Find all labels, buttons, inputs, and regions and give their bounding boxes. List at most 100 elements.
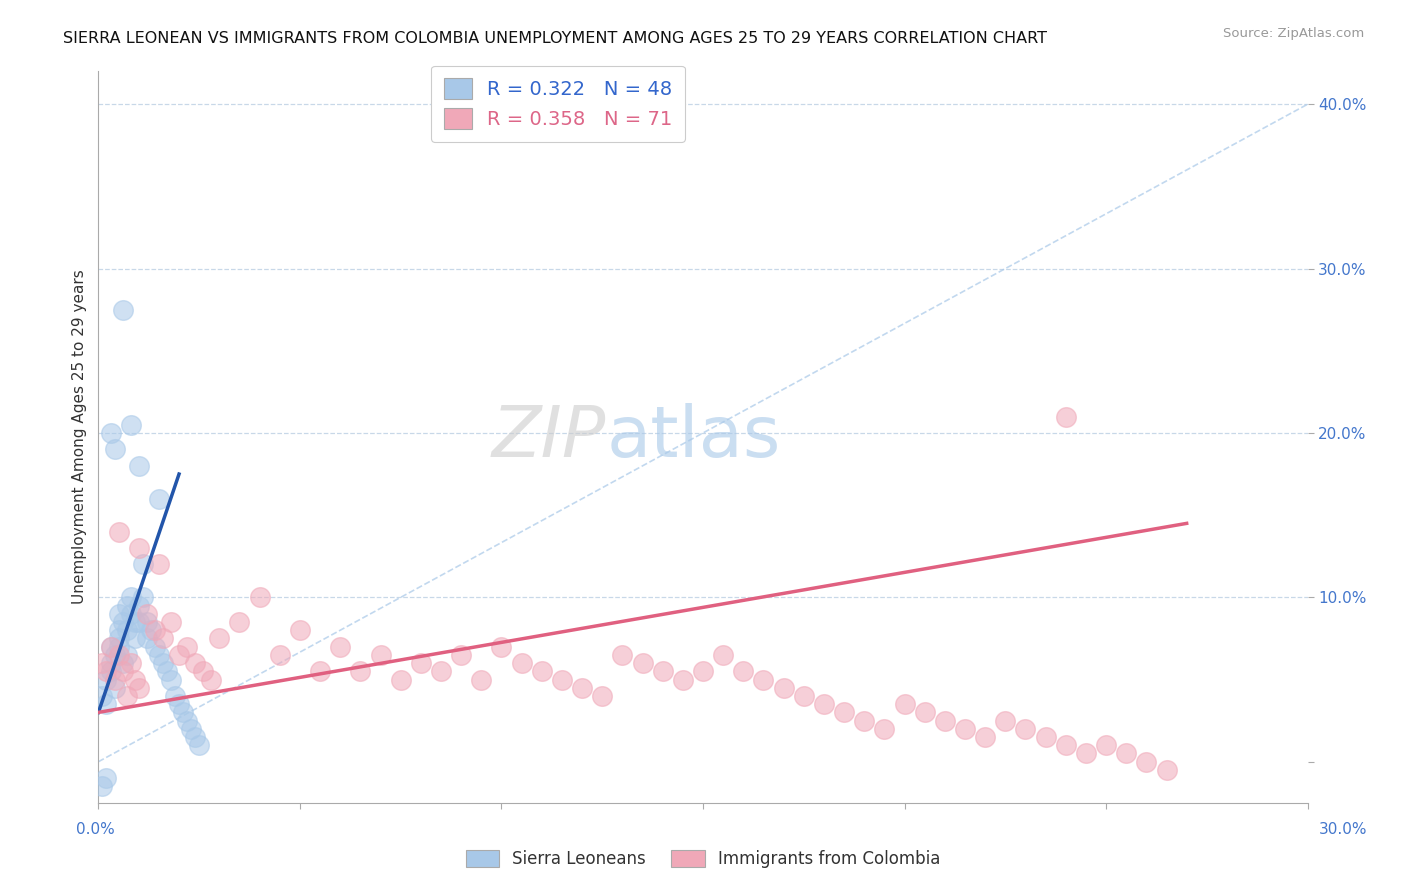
Text: Source: ZipAtlas.com: Source: ZipAtlas.com xyxy=(1223,27,1364,40)
Point xyxy=(1074,747,1097,761)
Point xyxy=(208,632,231,646)
Point xyxy=(167,697,190,711)
Point xyxy=(160,673,183,687)
Point xyxy=(1054,739,1077,753)
Point xyxy=(914,706,936,720)
Point xyxy=(733,665,755,679)
Point xyxy=(96,665,118,679)
Point xyxy=(711,648,734,662)
Text: ZIP: ZIP xyxy=(492,402,606,472)
Point xyxy=(160,615,183,629)
Text: 0.0%: 0.0% xyxy=(76,822,115,837)
Point xyxy=(91,656,114,670)
Point xyxy=(176,714,198,728)
Point xyxy=(672,673,695,687)
Point xyxy=(96,697,118,711)
Point xyxy=(139,624,162,638)
Point xyxy=(143,640,166,654)
Point xyxy=(1095,739,1118,753)
Point xyxy=(107,648,129,662)
Point xyxy=(115,689,138,703)
Point xyxy=(571,681,593,695)
Text: atlas: atlas xyxy=(606,402,780,472)
Point xyxy=(111,615,134,629)
Point xyxy=(100,425,122,440)
Point xyxy=(91,689,114,703)
Point xyxy=(128,458,150,473)
Point xyxy=(120,591,142,605)
Point xyxy=(111,656,134,670)
Point xyxy=(193,665,215,679)
Point xyxy=(1156,763,1178,777)
Point xyxy=(124,673,146,687)
Point xyxy=(107,524,129,539)
Point xyxy=(156,665,179,679)
Point xyxy=(1014,722,1036,736)
Point xyxy=(135,615,157,629)
Point xyxy=(309,665,332,679)
Point xyxy=(124,632,146,646)
Point xyxy=(329,640,352,654)
Point xyxy=(430,665,453,679)
Point xyxy=(115,599,138,613)
Point xyxy=(124,615,146,629)
Point xyxy=(103,681,125,695)
Point xyxy=(832,706,855,720)
Point xyxy=(135,607,157,621)
Point xyxy=(180,722,202,736)
Point xyxy=(953,722,976,736)
Text: SIERRA LEONEAN VS IMMIGRANTS FROM COLOMBIA UNEMPLOYMENT AMONG AGES 25 TO 29 YEAR: SIERRA LEONEAN VS IMMIGRANTS FROM COLOMB… xyxy=(63,31,1047,46)
Point xyxy=(612,648,634,662)
Point xyxy=(91,780,114,794)
Point xyxy=(793,689,815,703)
Point xyxy=(188,739,211,753)
Point xyxy=(551,673,574,687)
Point xyxy=(772,681,794,695)
Point xyxy=(96,771,118,785)
Point xyxy=(115,648,138,662)
Point xyxy=(96,673,118,687)
Point xyxy=(128,541,150,555)
Point xyxy=(269,648,291,662)
Point xyxy=(974,730,997,744)
Point xyxy=(148,558,170,572)
Point xyxy=(631,656,654,670)
Point xyxy=(389,673,412,687)
Point xyxy=(470,673,492,687)
Point xyxy=(163,689,186,703)
Point xyxy=(111,665,134,679)
Point xyxy=(135,632,157,646)
Point xyxy=(167,648,190,662)
Text: 30.0%: 30.0% xyxy=(1319,822,1367,837)
Point xyxy=(107,607,129,621)
Point xyxy=(148,648,170,662)
Point xyxy=(692,665,714,679)
Point xyxy=(143,624,166,638)
Point xyxy=(409,656,432,670)
Point xyxy=(934,714,956,728)
Point xyxy=(1115,747,1137,761)
Y-axis label: Unemployment Among Ages 25 to 29 years: Unemployment Among Ages 25 to 29 years xyxy=(72,269,87,605)
Point xyxy=(148,491,170,506)
Point xyxy=(103,648,125,662)
Legend: Sierra Leoneans, Immigrants from Colombia: Sierra Leoneans, Immigrants from Colombi… xyxy=(460,844,946,875)
Point xyxy=(994,714,1017,728)
Point xyxy=(100,640,122,654)
Point xyxy=(132,558,155,572)
Point xyxy=(1035,730,1057,744)
Point xyxy=(128,599,150,613)
Point xyxy=(103,673,125,687)
Point xyxy=(172,706,194,720)
Point xyxy=(651,665,673,679)
Point xyxy=(120,607,142,621)
Point xyxy=(249,591,271,605)
Point xyxy=(288,624,311,638)
Point xyxy=(591,689,613,703)
Point xyxy=(184,730,207,744)
Point xyxy=(510,656,533,670)
Point xyxy=(128,681,150,695)
Point xyxy=(530,665,553,679)
Point xyxy=(813,697,835,711)
Point xyxy=(370,648,392,662)
Point xyxy=(200,673,222,687)
